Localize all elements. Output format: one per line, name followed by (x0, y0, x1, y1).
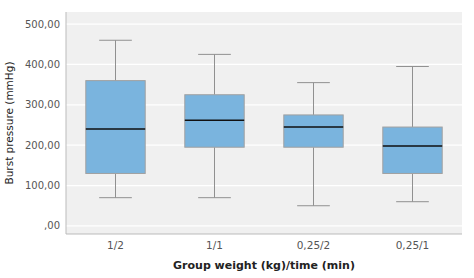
lower-whisker (115, 173, 116, 197)
upper-cap (99, 40, 132, 41)
lower-cap (297, 205, 330, 206)
x-axis-label: Group weight (kg)/time (min) (173, 259, 355, 272)
box-group (284, 83, 343, 206)
median-line (284, 126, 343, 128)
x-tick-label: 1/2 (107, 239, 124, 251)
lower-whisker (412, 173, 413, 201)
upper-whisker (214, 54, 215, 94)
chart-container: ,00 100,00 200,00 300,00 400,00 500,00 1/2 1/1 0… (0, 0, 474, 278)
upper-whisker (115, 40, 116, 80)
upper-cap (198, 54, 231, 55)
upper-whisker (412, 66, 413, 127)
y-tick-label: ,00 (44, 220, 60, 231)
y-tick-label: 400,00 (25, 59, 60, 70)
lower-cap (396, 201, 429, 202)
y-tick-label: 100,00 (25, 180, 60, 191)
box (383, 127, 442, 173)
box (185, 95, 244, 147)
upper-cap (297, 82, 330, 83)
median-line (383, 145, 442, 147)
grid-line (66, 185, 462, 186)
chart-svg: ,00 100,00 200,00 300,00 400,00 500,00 1/2 1/1 0… (0, 0, 474, 278)
y-axis-label: Burst pressure (mmHg) (3, 61, 15, 184)
box-group (86, 40, 145, 197)
grid-line (66, 64, 462, 65)
box (86, 81, 145, 174)
x-axis-line (66, 234, 462, 235)
box (284, 115, 343, 147)
median-line (86, 128, 145, 130)
y-tick-label: 200,00 (25, 140, 60, 151)
plot-background (66, 12, 462, 234)
grid-line (66, 24, 462, 25)
grid-line (66, 225, 462, 226)
upper-whisker (313, 83, 314, 115)
y-tick-label: 300,00 (25, 99, 60, 110)
x-tick-label: 0,25/2 (297, 239, 331, 251)
boxes (86, 40, 442, 205)
lower-whisker (214, 147, 215, 197)
x-tick-label: 1/1 (206, 239, 223, 251)
upper-cap (396, 66, 429, 67)
y-axis-line (66, 12, 67, 234)
y-tick-label: 500,00 (25, 19, 60, 30)
lower-cap (99, 197, 132, 198)
x-tick-label: 0,25/1 (396, 239, 430, 251)
box-group (383, 66, 442, 201)
median-line (185, 119, 244, 121)
box-group (185, 54, 244, 197)
lower-whisker (313, 147, 314, 206)
lower-cap (198, 197, 231, 198)
